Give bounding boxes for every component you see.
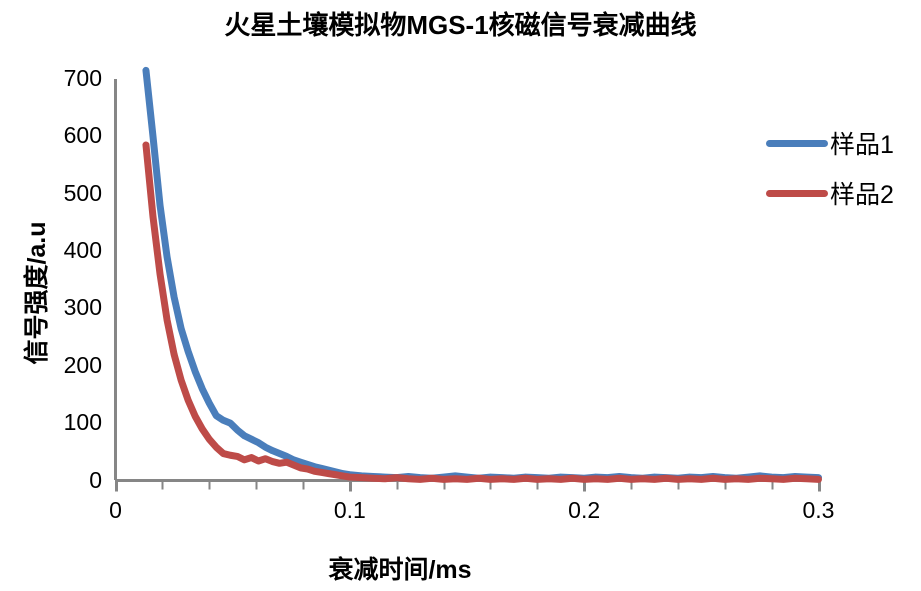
y-tick-label: 500 <box>63 179 102 206</box>
x-tick-label: 0 <box>109 497 122 523</box>
series-line-2 <box>142 141 822 483</box>
x-tick-label: 0.2 <box>568 497 601 523</box>
y-tick-label: 0 <box>89 466 102 493</box>
legend-entry-1[interactable]: 样品1 <box>766 118 916 168</box>
legend-label: 样品2 <box>830 181 894 209</box>
legend-swatch-icon <box>766 189 828 197</box>
legend-entry-2[interactable]: 样品2 <box>766 168 916 218</box>
y-axis-title: 信号强度/a.u <box>23 221 51 365</box>
y-tick-label: 100 <box>63 409 102 436</box>
chart-legend: 样品1 样品2 <box>766 118 916 218</box>
x-tick-label: 0.3 <box>802 497 835 523</box>
x-axis-title: 衰减时间/ms <box>328 556 472 584</box>
x-tick-label: 0.1 <box>333 497 366 523</box>
legend-swatch-icon <box>766 139 828 147</box>
chart-title: 火星土壤模拟物MGS-1核磁信号衰减曲线 <box>224 10 697 40</box>
data-series <box>142 66 822 483</box>
legend-label: 样品1 <box>830 131 894 159</box>
series-line-1 <box>142 66 822 482</box>
y-tick-label: 600 <box>63 122 102 149</box>
y-tick-label: 200 <box>63 351 102 378</box>
y-tick-label: 700 <box>63 65 102 91</box>
y-tick-label: 300 <box>63 294 102 321</box>
y-tick-label: 400 <box>63 237 102 264</box>
axes <box>114 79 821 492</box>
